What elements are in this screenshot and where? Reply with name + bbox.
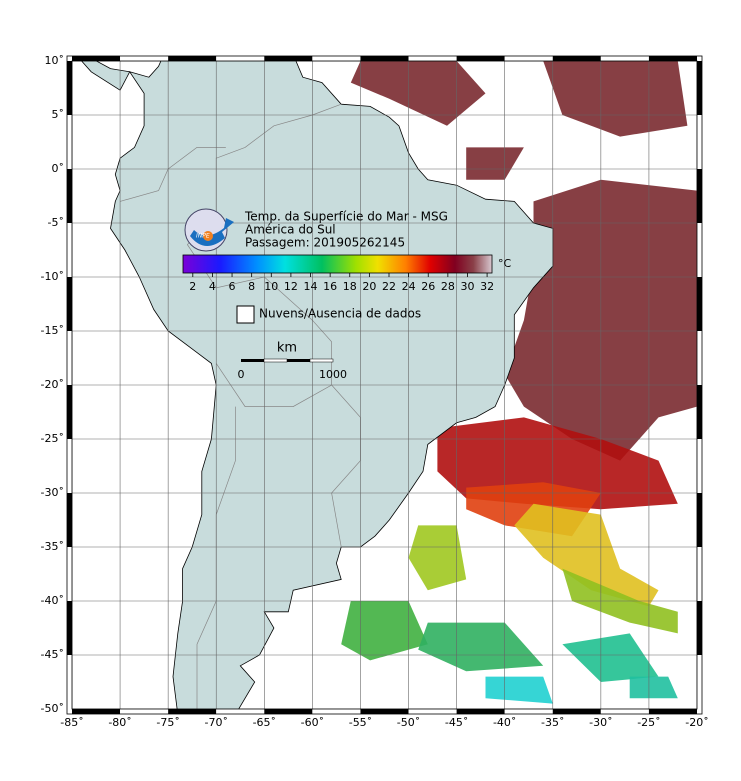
x-tick-label: -55˚ (349, 716, 372, 729)
overlay: INPE Temp. da Superfície do Mar - MSG Am… (182, 208, 512, 381)
x-tick-label: -75˚ (156, 716, 179, 729)
y-tick-label: -45˚ (41, 648, 64, 661)
colorbar-tick-label: 2 (189, 280, 196, 293)
sst-patch (543, 61, 688, 137)
colorbar-tick-label: 6 (229, 280, 236, 293)
x-tick-label: -35˚ (541, 716, 564, 729)
x-tick-label: -30˚ (589, 716, 612, 729)
header-line: Passagem: 201905262145 (245, 236, 405, 250)
colorbar-tick-label: 18 (343, 280, 357, 293)
frame-inner (71, 60, 698, 710)
colorbar-tick-label: 4 (209, 280, 216, 293)
sst-patch (485, 676, 553, 704)
header-line: Temp. da Superfície do Mar - MSG (244, 210, 448, 224)
frame-outline (66, 55, 703, 715)
x-tick-label: -85˚ (60, 716, 83, 729)
y-tick-label: -35˚ (41, 540, 64, 553)
frame: -85˚ -80˚ -75˚ -70˚ -65˚ -60˚ -55˚ -50˚ -45˚ -40˚… (41, 54, 709, 729)
logo: INPE (184, 208, 234, 252)
colorbar-tick-label: 20 (362, 280, 376, 293)
x-tick-label: -65˚ (253, 716, 276, 729)
logo-text: INPE (196, 233, 210, 240)
y-tick-label: -10˚ (41, 270, 64, 283)
colorbar-tick-label: 12 (284, 280, 298, 293)
y-tick-label: 0˚ (52, 162, 65, 175)
colorbar-tick-label: 26 (421, 280, 435, 293)
colorbar-tick-label: 22 (382, 280, 396, 293)
x-tick-label: -70˚ (204, 716, 227, 729)
colorbar-tick-label: 24 (402, 280, 416, 293)
x-tick-label: -60˚ (301, 716, 324, 729)
x-tick-label: -25˚ (637, 716, 660, 729)
colorbar-tick-label: 10 (264, 280, 278, 293)
sst-patch (562, 633, 659, 682)
y-tick-label: -50˚ (41, 702, 64, 715)
legend-swatch (236, 305, 255, 324)
scale-unit: km (277, 341, 297, 356)
sst-patch (629, 676, 678, 699)
colorbar-tick-label: 16 (323, 280, 337, 293)
colorbar-tick-label: 14 (304, 280, 318, 293)
header-line: América do Sul (245, 223, 336, 237)
x-tick-label: -50˚ (397, 716, 420, 729)
sst-patch (341, 601, 428, 661)
y-tick-label: -40˚ (41, 594, 64, 607)
colorbar-tick-label: 32 (480, 280, 494, 293)
sst-patch (350, 61, 486, 126)
y-tick-label: -5˚ (48, 216, 64, 229)
sst-patch (408, 525, 467, 591)
x-tick-label: -40˚ (493, 716, 516, 729)
sst-patch (418, 622, 544, 672)
land (80, 61, 131, 91)
scale-bar (241, 358, 334, 363)
x-tick-label: -45˚ (445, 716, 468, 729)
scale-label: 1000 (319, 368, 347, 381)
y-tick-label: 10˚ (45, 54, 65, 67)
y-tick-label: -20˚ (41, 378, 64, 391)
scale-label: 0 (238, 368, 245, 381)
y-tick-label: -15˚ (41, 324, 64, 337)
colorbar-unit: °C (498, 257, 512, 270)
map-area (80, 61, 697, 709)
sst-patch (514, 503, 659, 607)
colorbar-tick-label: 30 (460, 280, 474, 293)
sst-patch (466, 147, 524, 180)
colorbar (182, 254, 493, 274)
colorbar-tick-label: 8 (248, 280, 255, 293)
legend-text: Nuvens/Ausencia de dados (259, 307, 421, 321)
y-tick-label: 5˚ (52, 108, 65, 121)
colorbar-tick-label: 28 (441, 280, 455, 293)
x-tick-label: -20˚ (685, 716, 708, 729)
y-tick-label: -30˚ (41, 486, 64, 499)
x-tick-label: -80˚ (108, 716, 131, 729)
y-tick-label: -25˚ (41, 432, 64, 445)
